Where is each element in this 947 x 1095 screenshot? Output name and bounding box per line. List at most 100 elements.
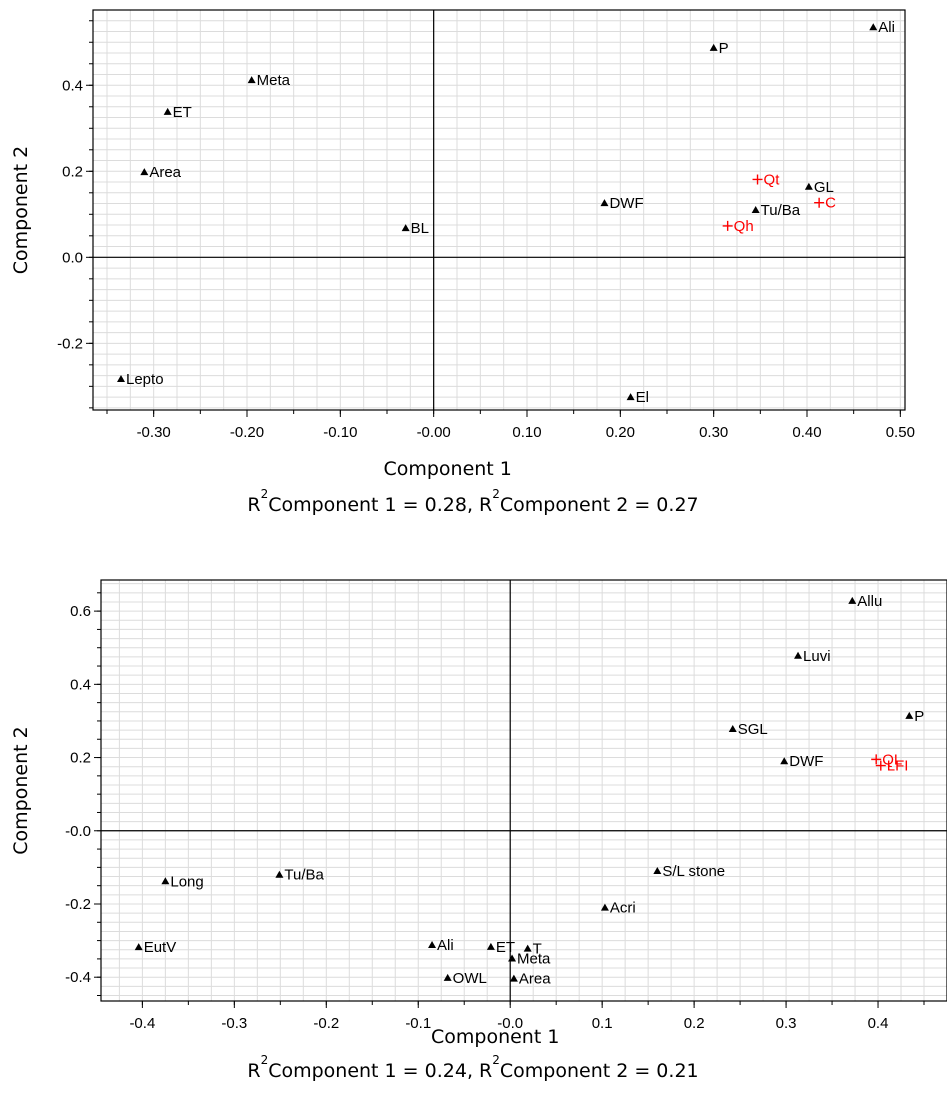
point-label: ET <box>173 104 192 121</box>
point-label: P <box>914 708 924 725</box>
y-tick-label: 0.4 <box>70 676 91 693</box>
x-axis-label: Component 1 <box>431 1026 559 1048</box>
point-label: EutV <box>144 939 177 956</box>
x-tick-label: -0.0 <box>497 1015 523 1032</box>
plot-frame <box>92 9 906 411</box>
x-tick-label: 0.4 <box>868 1015 889 1032</box>
triangle-marker <box>428 940 437 948</box>
x-tick-label: -0.3 <box>221 1015 247 1032</box>
x-tick-label: 0.3 <box>776 1015 797 1032</box>
triangle-marker <box>134 943 143 951</box>
point-label: Allu <box>857 593 882 610</box>
triangle-marker <box>905 711 914 719</box>
r-squared-caption: R2Component 1 = 0.28, R2Component 2 = 0.… <box>247 487 698 516</box>
y-tick-label: 0.0 <box>62 249 83 266</box>
point-label: BL <box>411 220 429 237</box>
caption-sup-2: 2 <box>492 1053 500 1067</box>
x-tick-label: 0.30 <box>699 424 728 441</box>
plus-series: Qt C Qh <box>722 171 836 235</box>
triangle-marker <box>626 393 635 401</box>
point-label: C <box>825 195 836 212</box>
x-tick-label: -0.10 <box>323 424 357 441</box>
point-label: Luvi <box>803 648 831 665</box>
triangle-marker <box>848 596 857 604</box>
point-label: GL <box>814 179 834 196</box>
point-label: P <box>719 40 729 57</box>
scatter-chart-1: -0.30 -0.20 -0.10 -0.00 0.10 0.20 0.30 0.40 0.50… <box>10 9 915 516</box>
point-label: Qt <box>764 171 781 188</box>
y-tick-label: -0.0 <box>65 823 91 840</box>
point-label: DWF <box>789 753 823 770</box>
caption-part-1: Component 1 = 0.24, R <box>268 1060 492 1082</box>
triangle-marker <box>117 375 125 383</box>
triangle-marker <box>247 76 256 84</box>
axis-ticks <box>94 592 925 1008</box>
x-tick-label: -0.1 <box>405 1015 431 1032</box>
point-label: ET <box>496 939 515 956</box>
triangle-marker <box>509 974 518 982</box>
triangle-marker <box>653 867 662 875</box>
triangle-series: Allu Luvi P SGL DWF S/L stone Acri Tu/Ba Long Eut… <box>134 593 924 988</box>
r-squared-caption: R2Component 1 = 0.24, R2Component 2 = 0.… <box>247 1053 698 1082</box>
triangle-series: Ali P Meta ET Area GL DWF Tu/Ba BL Lepto El <box>117 19 895 406</box>
scatter-chart-2: -0.4 -0.3 -0.2 -0.1 -0.0 0.1 0.2 0.3 0.4 0.6 0.4 0.… <box>10 579 947 1082</box>
triangle-marker <box>163 107 172 115</box>
point-label: SGL <box>738 721 768 738</box>
point-label: Acri <box>610 900 636 917</box>
triangle-marker <box>600 199 609 207</box>
y-tick-label: 0.2 <box>70 750 91 767</box>
triangle-marker <box>794 651 803 659</box>
point-label: Area <box>519 971 551 988</box>
point-label: Lepto <box>126 371 164 388</box>
point-label: QL <box>882 751 902 768</box>
point-label: Qh <box>734 218 754 235</box>
plus-marker <box>722 220 733 231</box>
y-axis-label: Component 2 <box>10 726 32 854</box>
caption-r-1: R <box>247 494 260 516</box>
caption-r-1: R <box>247 1060 260 1082</box>
caption-sup-1: 2 <box>261 487 269 501</box>
point-label: Long <box>170 873 203 890</box>
plus-marker <box>875 760 886 771</box>
triangle-marker <box>140 168 149 176</box>
caption-sup-2: 2 <box>492 487 500 501</box>
point-label: Tu/Ba <box>284 867 324 884</box>
x-tick-label: 0.20 <box>606 424 635 441</box>
point-label: Meta <box>517 951 551 968</box>
point-label: Tu/Ba <box>761 202 801 219</box>
caption-sup-1: 2 <box>261 1053 269 1067</box>
gridlines <box>101 580 947 1001</box>
y-axis-label: Component 2 <box>10 146 32 274</box>
triangle-marker <box>709 43 718 51</box>
point-label: Ali <box>437 937 454 954</box>
x-tick-label: 0.10 <box>512 424 541 441</box>
x-tick-label: 0.40 <box>792 424 821 441</box>
y-tick-label: 0.2 <box>62 163 83 180</box>
triangle-marker <box>275 870 284 878</box>
y-tick-label: -0.4 <box>65 969 91 986</box>
plus-marker <box>871 754 882 765</box>
triangle-marker <box>401 224 410 232</box>
y-tick-label: 0.6 <box>70 603 91 620</box>
x-tick-label: -0.4 <box>129 1015 155 1032</box>
plus-marker <box>752 174 763 185</box>
gridlines <box>93 10 905 410</box>
triangle-marker <box>804 182 813 190</box>
triangle-marker <box>600 903 609 911</box>
point-label: LFI <box>887 758 909 775</box>
point-label: El <box>636 389 649 406</box>
x-tick-label: -0.20 <box>230 424 264 441</box>
axis-ticks <box>86 20 901 417</box>
triangle-marker <box>508 954 517 962</box>
plus-marker <box>814 197 825 208</box>
point-label: S/L stone <box>662 863 725 880</box>
caption-part-2: Component 2 = 0.21 <box>500 1060 699 1082</box>
y-tick-label: 0.4 <box>62 77 83 94</box>
x-tick-label: 0.50 <box>886 424 915 441</box>
triangle-marker <box>869 23 878 31</box>
triangle-marker <box>780 757 789 765</box>
x-tick-label: 0.1 <box>592 1015 613 1032</box>
point-label: Meta <box>257 72 291 89</box>
